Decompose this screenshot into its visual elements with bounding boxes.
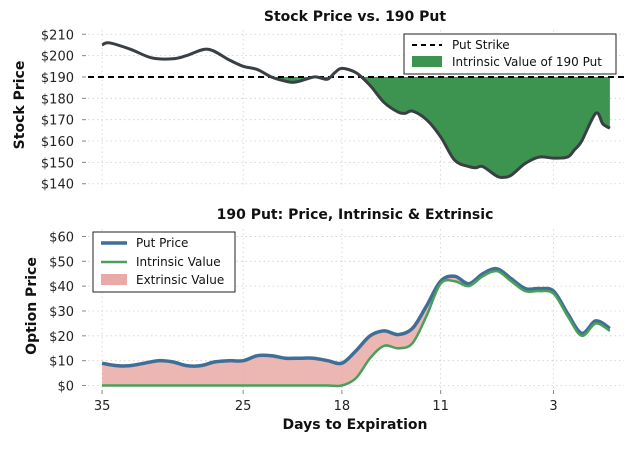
chart1-ylabel: Stock Price <box>12 61 28 150</box>
chart2-ytick-label: $60 <box>49 230 74 245</box>
extrinsic-value-area <box>102 268 610 387</box>
intrinsic-value-line <box>102 269 611 388</box>
chart2-ytick-label: $0 <box>57 380 74 395</box>
chart2-xtick-label: 18 <box>334 399 351 414</box>
chart1-ytick-label: $200 <box>41 50 74 65</box>
chart2-ytick-label: $20 <box>49 330 74 345</box>
chart2-ytick-label: $30 <box>49 305 74 320</box>
option-price-chart: 190 Put: Price, Intrinsic & Extrinsic Op… <box>24 207 624 433</box>
chart1-title: Stock Price vs. 190 Put <box>264 9 446 25</box>
legend-intrinsic-label: Intrinsic Value of 190 Put <box>452 55 602 69</box>
chart2-xtick-label: 35 <box>94 399 111 414</box>
chart2-legend: Put Price Intrinsic Value Extrinsic Value <box>92 231 236 293</box>
stock-price-line <box>101 41 611 180</box>
stock-price-chart: Stock Price vs. 190 Put Stock Price $140… <box>12 9 624 193</box>
chart1-ytick-label: $170 <box>41 114 74 129</box>
chart1-ytick-label: $150 <box>41 156 74 171</box>
chart2-ytick-label: $40 <box>49 280 74 295</box>
chart1-ytick-label: $210 <box>41 28 74 43</box>
chart1-ytick-label: $180 <box>41 92 74 107</box>
chart2-xtick-label: 11 <box>432 399 449 414</box>
legend-put-strike-label: Put Strike <box>452 38 510 52</box>
legend-put-price-label: Put Price <box>136 236 188 250</box>
put-price-line <box>101 266 611 368</box>
chart1-legend: Put Strike Intrinsic Value of 190 Put <box>403 33 617 75</box>
chart1-ytick-label: $140 <box>41 178 74 193</box>
chart2-ytick-label: $50 <box>49 255 74 270</box>
chart2-xlabel: Days to Expiration <box>283 417 428 433</box>
legend-intrinsic-marker <box>412 56 442 67</box>
intrinsic-value-area <box>102 76 610 178</box>
legend-extrinsic-label: Extrinsic Value <box>136 273 224 287</box>
chart2-xtick-label: 25 <box>235 399 252 414</box>
chart1-legend-box <box>403 33 617 75</box>
chart1-ytick-label: $160 <box>41 135 74 150</box>
chart2-xtick-label: 3 <box>549 399 557 414</box>
chart1-ytick-label: $190 <box>41 71 74 86</box>
legend-intrinsic-label: Intrinsic Value <box>136 255 221 269</box>
chart2-title: 190 Put: Price, Intrinsic & Extrinsic <box>217 207 494 223</box>
legend-extrinsic-marker <box>101 274 127 285</box>
chart2-ylabel: Option Price <box>24 257 40 355</box>
chart2-ytick-label: $10 <box>49 355 74 370</box>
